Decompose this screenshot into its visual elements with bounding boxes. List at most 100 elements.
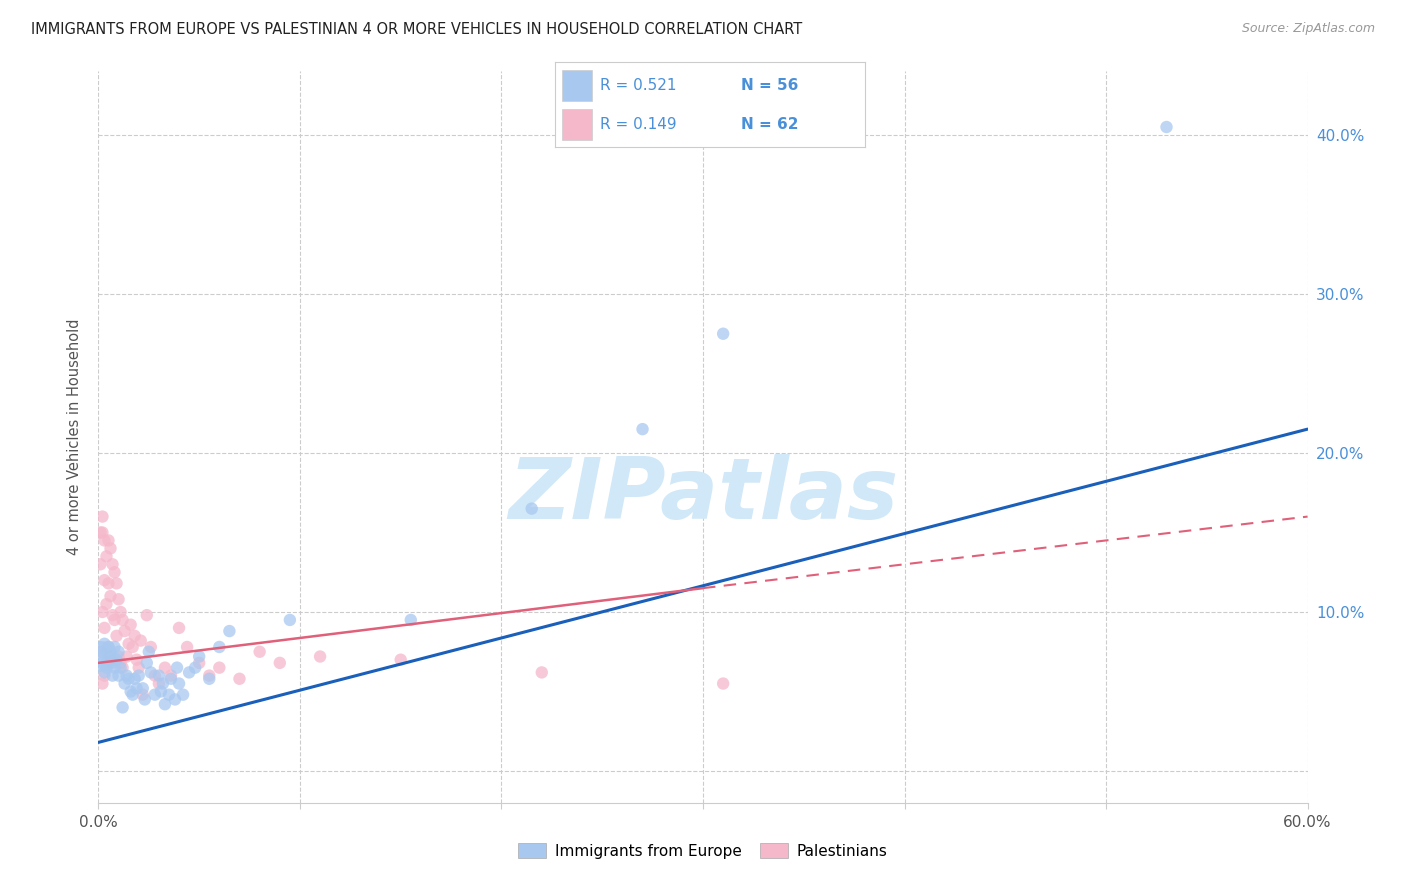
Point xyxy=(101,608,124,623)
Point xyxy=(91,605,114,619)
Point xyxy=(124,672,146,686)
Point xyxy=(105,653,128,667)
Point xyxy=(110,656,132,670)
Point xyxy=(711,326,734,341)
Point xyxy=(128,668,150,682)
Point xyxy=(1156,120,1178,134)
Point xyxy=(166,660,188,674)
Point xyxy=(100,541,122,556)
Point xyxy=(143,668,166,682)
Point xyxy=(153,660,176,674)
Point xyxy=(91,509,114,524)
Point xyxy=(198,668,221,682)
Point xyxy=(198,672,221,686)
Point xyxy=(176,640,198,654)
Point xyxy=(309,649,332,664)
Point xyxy=(100,645,122,659)
Point xyxy=(188,649,211,664)
Point xyxy=(520,501,543,516)
Point xyxy=(228,672,250,686)
Point xyxy=(97,653,120,667)
Point xyxy=(208,660,231,674)
Point xyxy=(100,656,122,670)
Text: Source: ZipAtlas.com: Source: ZipAtlas.com xyxy=(1241,22,1375,36)
Point xyxy=(107,668,129,682)
Point xyxy=(91,645,114,659)
Point xyxy=(118,672,141,686)
Point xyxy=(103,660,125,674)
Point xyxy=(91,676,114,690)
Point xyxy=(167,621,190,635)
Point xyxy=(152,676,174,690)
FancyBboxPatch shape xyxy=(561,70,592,101)
Point xyxy=(135,656,157,670)
Point xyxy=(115,649,138,664)
Point xyxy=(172,688,194,702)
Point xyxy=(101,558,124,572)
Point xyxy=(96,597,118,611)
Y-axis label: 4 or more Vehicles in Household: 4 or more Vehicles in Household xyxy=(67,318,83,556)
Point xyxy=(631,422,654,436)
Point xyxy=(129,633,152,648)
Text: R = 0.521: R = 0.521 xyxy=(600,78,676,93)
Point xyxy=(105,576,128,591)
Point xyxy=(184,660,207,674)
Point xyxy=(143,688,166,702)
Point xyxy=(96,656,118,670)
Point xyxy=(93,637,115,651)
Point xyxy=(188,656,211,670)
Point xyxy=(711,676,734,690)
Text: N = 56: N = 56 xyxy=(741,78,799,93)
Point xyxy=(107,592,129,607)
Point xyxy=(132,688,155,702)
Point xyxy=(101,649,124,664)
Point xyxy=(149,684,172,698)
Text: N = 62: N = 62 xyxy=(741,117,799,132)
Point xyxy=(101,656,124,670)
Point xyxy=(135,608,157,623)
Point xyxy=(128,660,150,674)
Point xyxy=(115,668,138,682)
Point xyxy=(163,692,186,706)
Point xyxy=(121,640,143,654)
Point xyxy=(153,697,176,711)
Point xyxy=(97,640,120,654)
Point xyxy=(96,549,118,564)
Point xyxy=(97,533,120,548)
Point xyxy=(89,525,111,540)
Point xyxy=(120,684,142,698)
Point xyxy=(125,653,148,667)
Point xyxy=(89,649,111,664)
Point xyxy=(399,613,422,627)
Point xyxy=(96,660,118,674)
Point xyxy=(97,640,120,654)
Point xyxy=(118,637,141,651)
Point xyxy=(100,649,122,664)
Point xyxy=(114,676,136,690)
Point xyxy=(132,681,155,696)
Point xyxy=(134,692,156,706)
Point xyxy=(93,573,115,587)
Point xyxy=(208,640,231,654)
Point xyxy=(111,660,134,674)
Point xyxy=(249,645,271,659)
Point xyxy=(100,589,122,603)
Point xyxy=(139,665,162,680)
Point xyxy=(89,558,111,572)
Point xyxy=(89,645,111,659)
Point xyxy=(107,649,129,664)
Point xyxy=(110,605,132,619)
Point xyxy=(114,624,136,638)
Point xyxy=(124,629,146,643)
Point xyxy=(110,660,132,674)
Point xyxy=(91,525,114,540)
Point xyxy=(121,688,143,702)
Point xyxy=(120,617,142,632)
Point xyxy=(139,640,162,654)
Point xyxy=(167,676,190,690)
Point xyxy=(160,672,183,686)
Point xyxy=(93,533,115,548)
Point xyxy=(91,656,114,670)
Point xyxy=(160,668,183,682)
Point xyxy=(93,668,115,682)
